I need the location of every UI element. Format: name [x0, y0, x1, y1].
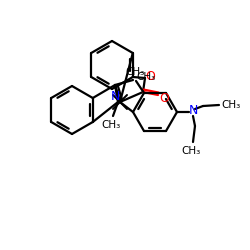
Text: O: O: [145, 70, 155, 82]
Text: CH₃: CH₃: [102, 120, 120, 130]
Text: O: O: [159, 92, 169, 104]
Text: N: N: [110, 90, 120, 104]
Text: CH₃: CH₃: [222, 100, 240, 110]
Text: CH₃: CH₃: [182, 146, 201, 156]
Text: CH₃: CH₃: [126, 67, 144, 77]
Text: CH₃: CH₃: [136, 72, 156, 82]
Text: N: N: [188, 104, 198, 117]
